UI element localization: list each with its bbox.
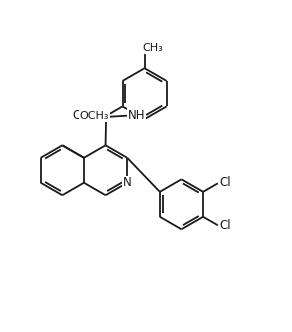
- Text: Cl: Cl: [219, 176, 231, 189]
- Text: OCH₃: OCH₃: [80, 111, 109, 121]
- Text: O: O: [72, 109, 81, 122]
- Text: Cl: Cl: [219, 219, 231, 232]
- Text: N: N: [123, 176, 132, 189]
- Text: NH: NH: [128, 109, 145, 122]
- Text: CH₃: CH₃: [143, 43, 164, 53]
